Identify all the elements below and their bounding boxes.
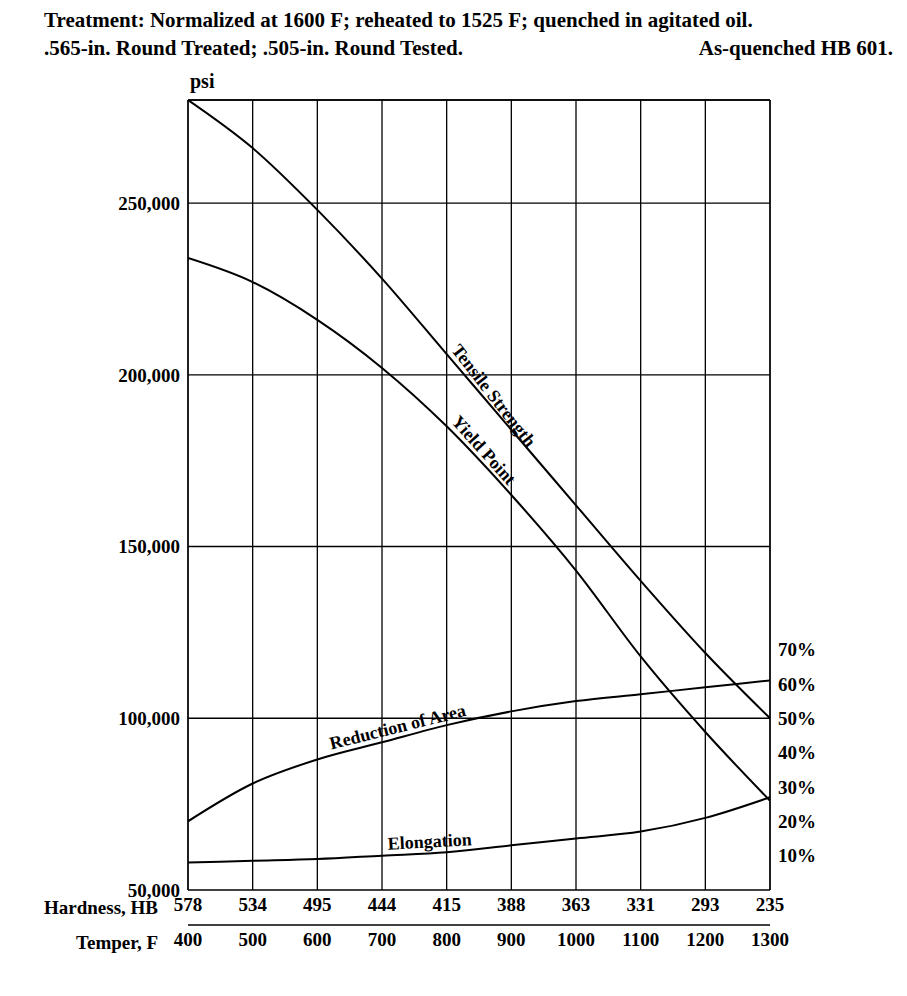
svg-text:50%: 50% [778, 708, 816, 729]
svg-text:150,000: 150,000 [118, 536, 180, 557]
svg-text:1300: 1300 [751, 929, 789, 950]
svg-text:30%: 30% [778, 777, 816, 798]
svg-text:331: 331 [626, 894, 655, 915]
svg-text:900: 900 [497, 929, 526, 950]
svg-text:Hardness, HB: Hardness, HB [44, 897, 158, 919]
svg-text:293: 293 [691, 894, 720, 915]
svg-text:50,000: 50,000 [128, 880, 180, 901]
svg-text:100,000: 100,000 [118, 708, 180, 729]
svg-text:40%: 40% [778, 742, 816, 763]
svg-text:250,000: 250,000 [118, 193, 180, 214]
svg-text:388: 388 [497, 894, 526, 915]
svg-text:Reduction of Area: Reduction of Area [327, 700, 467, 753]
html-text:.565-in. Round Treated; .505-i: .565-in. Round Treated; .505-in. Round T… [44, 36, 463, 60]
html-text:psi: psi [190, 70, 215, 92]
svg-text:578: 578 [173, 894, 203, 916]
svg-text:Yield Point: Yield Point [448, 412, 520, 489]
svg-text:60%: 60% [778, 674, 816, 695]
svg-text:235: 235 [756, 894, 785, 915]
svg-text:70%: 70% [778, 639, 816, 660]
svg-text:20%: 20% [778, 811, 816, 832]
svg-text:800: 800 [432, 929, 461, 950]
svg-text:1100: 1100 [622, 929, 659, 950]
svg-text:363: 363 [562, 894, 591, 915]
svg-text:Temper, F: Temper, F [76, 932, 158, 953]
svg-text:1000: 1000 [557, 929, 595, 950]
svg-text:Elongation: Elongation [387, 829, 472, 853]
svg-text:415: 415 [432, 894, 461, 915]
svg-text:200,000: 200,000 [118, 365, 180, 386]
svg-text:600: 600 [303, 929, 332, 950]
svg-text:500: 500 [238, 929, 267, 950]
svg-text:10%: 10% [778, 845, 816, 866]
svg-text:700: 700 [368, 929, 397, 950]
svg-text:Tensile Strength: Tensile Strength [447, 340, 540, 451]
svg-text:534: 534 [238, 894, 267, 915]
svg-text:400: 400 [174, 929, 203, 950]
html-text:As-quenched HB 601.: As-quenched HB 601. [698, 36, 893, 60]
svg-text:495: 495 [303, 894, 332, 915]
html-text:Treatment: Normalized at 1600: Treatment: Normalized at 1600 F; reheate… [44, 8, 753, 32]
svg-text:1200: 1200 [686, 929, 724, 950]
svg-text:444: 444 [368, 894, 397, 915]
